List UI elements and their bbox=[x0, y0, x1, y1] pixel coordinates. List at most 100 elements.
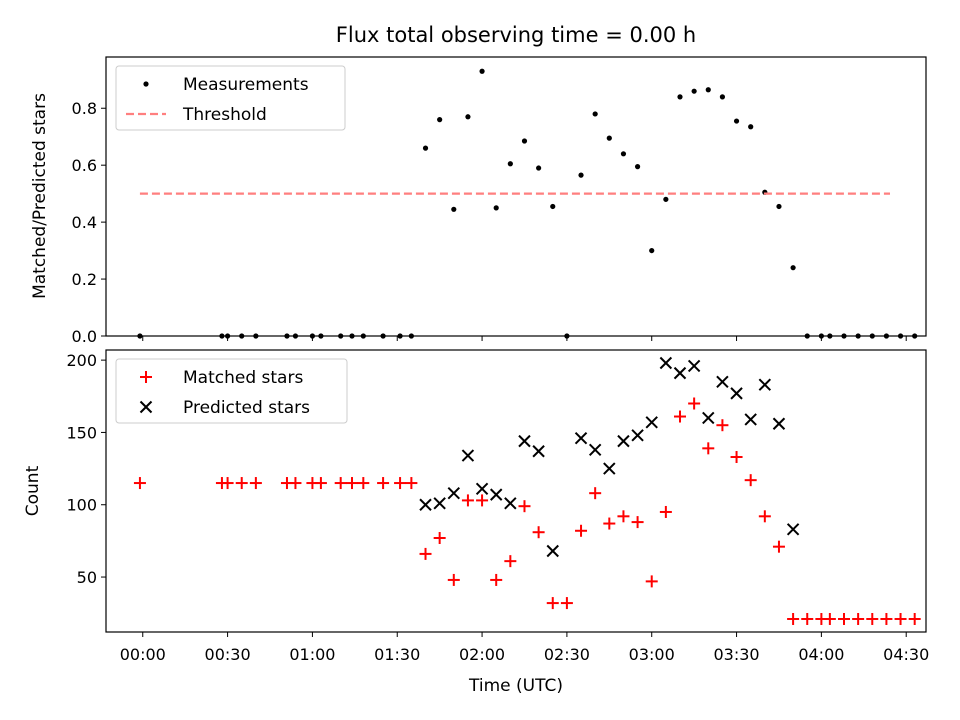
matched-star-point bbox=[546, 597, 559, 610]
matched-star-point bbox=[730, 451, 743, 464]
bottom-plot-marks bbox=[133, 356, 921, 625]
matched-star-point bbox=[688, 397, 701, 410]
matched-star-point bbox=[419, 547, 432, 560]
predicted-star-point bbox=[758, 378, 772, 391]
measurement-point bbox=[606, 135, 612, 141]
legend-label: Measurements bbox=[183, 75, 309, 95]
measurement-point bbox=[422, 145, 429, 151]
legend-box bbox=[115, 65, 346, 131]
measurement-point bbox=[677, 94, 683, 100]
matched-star-point bbox=[589, 487, 602, 500]
measurement-point bbox=[748, 124, 754, 130]
matched-star-point bbox=[447, 573, 460, 586]
predicted-star-point bbox=[475, 482, 489, 496]
legend-label: Matched stars bbox=[183, 368, 303, 388]
predicted-star-point bbox=[786, 523, 800, 536]
y-tick-label: 150 bbox=[66, 423, 97, 442]
measurement-point bbox=[705, 87, 711, 93]
legend-swatch bbox=[143, 81, 149, 87]
matched-star-point bbox=[758, 510, 771, 523]
predicted-star-point bbox=[447, 486, 461, 500]
matched-star-point bbox=[894, 612, 907, 625]
matched-star-point bbox=[880, 612, 893, 625]
legend-entry: Predicted stars bbox=[139, 398, 310, 418]
x-tick-label: 04:00 bbox=[798, 645, 844, 664]
matched-star-point bbox=[838, 612, 850, 625]
matched-star-point bbox=[866, 612, 879, 625]
measurement-point bbox=[493, 205, 499, 211]
legend-label: Predicted stars bbox=[183, 398, 310, 418]
measurement-point bbox=[733, 118, 740, 124]
bottom-x-axis: 00:00 00:30 01:00 01:30 02:00 02:30 03:00 03:30… bbox=[120, 632, 929, 664]
y-tick-label: 0.6 bbox=[72, 156, 97, 175]
matched-star-point bbox=[787, 612, 800, 625]
predicted-star-point bbox=[659, 356, 673, 370]
bottom-legend: Matched stars Predicted stars bbox=[115, 358, 348, 424]
top-axes-frame bbox=[105, 56, 927, 337]
x-tick-label: 03:00 bbox=[629, 645, 675, 664]
x-tick-label: 03:30 bbox=[713, 645, 759, 664]
matched-star-point bbox=[674, 410, 686, 423]
top-y-axis-label: Matched/Predicted stars bbox=[30, 93, 50, 299]
matched-star-point bbox=[645, 575, 658, 588]
matched-star-point bbox=[133, 477, 146, 490]
x-tick-label: 02:00 bbox=[459, 645, 505, 664]
predicted-star-point bbox=[504, 497, 517, 510]
legend-entry: Matched stars bbox=[140, 368, 303, 388]
matched-star-point bbox=[532, 526, 545, 539]
y-tick-label: 50 bbox=[77, 568, 97, 587]
matched-star-point bbox=[357, 477, 370, 490]
measurement-point bbox=[776, 203, 782, 210]
measurement-point bbox=[691, 88, 697, 94]
measurement-point bbox=[507, 161, 513, 167]
top-y-axis: 0.0 0.2 0.4 0.6 0.8 bbox=[72, 99, 106, 346]
matched-star-point bbox=[772, 540, 785, 553]
matched-star-point bbox=[702, 442, 715, 455]
matched-star-point bbox=[852, 612, 865, 625]
top-legend: Measurements Threshold bbox=[115, 65, 346, 131]
predicted-star-point bbox=[588, 443, 602, 456]
x-tick-label: 02:30 bbox=[544, 645, 590, 664]
matched-star-point bbox=[490, 573, 503, 586]
predicted-star-point bbox=[574, 432, 588, 445]
x-tick-label: 01:00 bbox=[289, 645, 335, 664]
measurement-point bbox=[592, 111, 598, 117]
chart-title: Flux total observing time = 0.00 h bbox=[336, 23, 696, 47]
matched-star-point bbox=[575, 524, 588, 537]
predicted-star-point bbox=[716, 375, 729, 389]
x-tick-label: 00:30 bbox=[205, 645, 251, 664]
matched-star-point bbox=[744, 474, 757, 487]
matched-star-point bbox=[235, 477, 248, 490]
measurement-point bbox=[536, 165, 542, 171]
matched-star-point bbox=[461, 494, 474, 507]
predicted-star-point bbox=[617, 434, 630, 448]
top-x-axis bbox=[142, 336, 907, 341]
predicted-star-point bbox=[532, 445, 545, 458]
matched-star-point bbox=[518, 500, 531, 513]
matched-star-point bbox=[476, 494, 489, 507]
matched-star-point bbox=[433, 532, 446, 544]
y-tick-label: 200 bbox=[66, 351, 97, 370]
y-tick-label: 0.2 bbox=[72, 270, 97, 289]
legend-box bbox=[115, 358, 348, 424]
predicted-star-point bbox=[603, 462, 616, 475]
predicted-star-point bbox=[419, 498, 432, 511]
matched-star-point bbox=[249, 477, 262, 490]
measurement-point bbox=[465, 114, 471, 120]
matched-star-point bbox=[631, 516, 644, 529]
y-tick-label: 0.8 bbox=[72, 99, 97, 118]
top-panel: 0.00.20.40.60.8 Matched/Predicted stars … bbox=[30, 56, 927, 346]
matched-star-point bbox=[716, 419, 729, 432]
predicted-star-point bbox=[772, 417, 786, 430]
matched-star-point bbox=[603, 517, 616, 530]
predicted-star-point bbox=[518, 434, 531, 448]
matched-star-point bbox=[289, 477, 302, 490]
predicted-star-point bbox=[433, 497, 446, 510]
matched-star-point bbox=[405, 477, 418, 490]
legend-entry: Threshold bbox=[126, 105, 267, 125]
predicted-star-point bbox=[687, 359, 701, 373]
predicted-star-point bbox=[702, 411, 715, 425]
measurement-point bbox=[550, 203, 556, 210]
x-tick-label: 01:30 bbox=[374, 645, 420, 664]
